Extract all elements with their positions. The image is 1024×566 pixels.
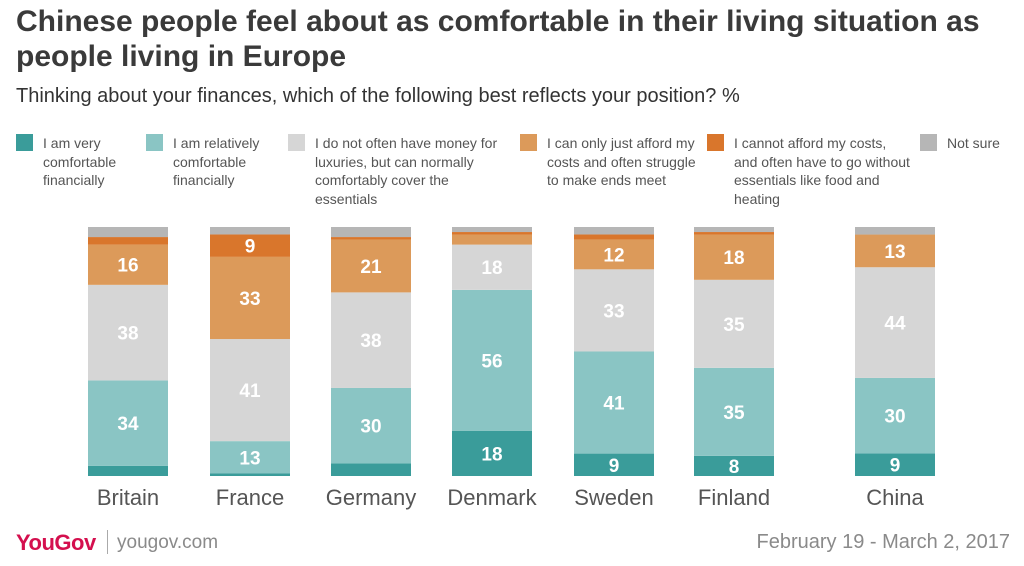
- bar-segment: [694, 367, 774, 456]
- yougov-logo: YouGov: [16, 530, 96, 555]
- data-label: 30: [360, 417, 381, 438]
- bar-segment: [210, 473, 290, 476]
- legend-label: I do not often have money for luxuries, …: [315, 135, 498, 207]
- bar-segment: [210, 441, 290, 474]
- data-label: 13: [884, 242, 905, 263]
- category-label: China: [866, 485, 924, 510]
- data-label: 33: [239, 289, 260, 310]
- bar-segment: [210, 227, 290, 235]
- data-label: 12: [603, 245, 624, 266]
- data-label: 9: [609, 456, 620, 477]
- legend-item-not-sure: Not sure: [920, 134, 1020, 153]
- legend-swatch: [146, 134, 163, 151]
- bar-segment: [855, 453, 935, 476]
- category-label: France: [216, 485, 284, 510]
- legend-label: I cannot afford my costs, and often have…: [734, 135, 910, 207]
- bar-segment: [855, 227, 935, 235]
- data-label: 16: [117, 256, 138, 277]
- bar-segment: [452, 232, 532, 235]
- bar-segment: [210, 339, 290, 442]
- legend-swatch: [707, 134, 724, 151]
- legend-item-cannot-afford: I cannot afford my costs, and often have…: [707, 134, 912, 208]
- legend-item-very-comfortable: I am very comfortable financially: [16, 134, 136, 190]
- bar-segment: [88, 284, 168, 381]
- bar-segment: [331, 463, 411, 476]
- legend-item-no-luxuries: I do not often have money for luxuries, …: [288, 134, 513, 208]
- bar-segment: [452, 244, 532, 290]
- bar-segment: [452, 227, 532, 233]
- data-label: 30: [884, 407, 905, 428]
- bar-segment: [574, 453, 654, 476]
- category-label: Germany: [326, 485, 416, 510]
- bar-segment: [331, 387, 411, 464]
- bar-segment: [855, 234, 935, 268]
- survey-date: February 19 - March 2, 2017: [756, 531, 1010, 553]
- data-label: 9: [245, 237, 256, 258]
- bar-segment: [452, 289, 532, 431]
- bar-segment: [452, 430, 532, 476]
- legend-swatch: [288, 134, 305, 151]
- data-label: 34: [117, 414, 139, 435]
- footer-divider: [107, 530, 108, 554]
- bar-segment: [331, 292, 411, 388]
- bar-segment: [574, 269, 654, 352]
- bar-segment: [88, 227, 168, 238]
- category-label: Sweden: [574, 485, 654, 510]
- data-label: 18: [723, 248, 744, 269]
- category-label: Britain: [97, 485, 159, 510]
- bar-segment: [574, 227, 654, 235]
- data-label: 18: [481, 444, 502, 465]
- bar-segment: [331, 227, 411, 238]
- bar-segment: [88, 465, 168, 476]
- data-label: 21: [360, 257, 382, 278]
- bar-segment: [574, 234, 654, 240]
- bar-segment: [88, 380, 168, 466]
- legend-swatch: [520, 134, 537, 151]
- data-label: 33: [603, 301, 624, 322]
- bar-segment: [694, 279, 774, 368]
- chart-subtitle: Thinking about your finances, which of t…: [16, 85, 740, 107]
- bar-segment: [210, 256, 290, 340]
- legend-label: I can only just afford my costs and ofte…: [547, 135, 696, 188]
- footer-site: yougov.com: [117, 532, 219, 553]
- data-label: 9: [890, 456, 901, 477]
- legend-swatch: [16, 134, 33, 151]
- data-label: 41: [603, 394, 625, 415]
- data-label: 41: [239, 381, 261, 402]
- bar-segment: [88, 237, 168, 245]
- legend-item-relatively-comfortable: I am relatively comfortable financially: [146, 134, 276, 190]
- data-label: 13: [239, 448, 260, 469]
- category-label: Denmark: [447, 485, 537, 510]
- bar-segment: [210, 234, 290, 257]
- bar-segment: [574, 239, 654, 270]
- bar-segment: [694, 455, 774, 476]
- bar-segment: [855, 377, 935, 454]
- category-label: Finland: [698, 485, 770, 510]
- legend-label: Not sure: [947, 135, 1000, 151]
- data-label: 38: [117, 324, 138, 345]
- bar-segment: [694, 234, 774, 280]
- data-label: 38: [360, 331, 381, 352]
- bar-segment: [855, 267, 935, 378]
- bar-segment: [331, 237, 411, 240]
- bar-segment: [452, 234, 532, 245]
- bar-segment: [331, 239, 411, 293]
- data-label: 56: [481, 351, 502, 372]
- data-label: 44: [884, 314, 906, 335]
- bar-segment: [574, 351, 654, 454]
- chart-title: Chinese people feel about as comfortable…: [16, 5, 980, 73]
- legend-swatch: [920, 134, 937, 151]
- data-label: 18: [481, 258, 502, 279]
- legend-item-just-afford: I can only just afford my costs and ofte…: [520, 134, 700, 190]
- bar-segment: [88, 244, 168, 285]
- data-label: 8: [729, 457, 740, 478]
- data-label: 35: [723, 315, 745, 336]
- data-label: 35: [723, 403, 745, 424]
- legend-label: I am very comfortable financially: [43, 135, 117, 188]
- bar-segment: [694, 232, 774, 235]
- bar-segment: [694, 227, 774, 233]
- legend-label: I am relatively comfortable financially: [173, 135, 260, 188]
